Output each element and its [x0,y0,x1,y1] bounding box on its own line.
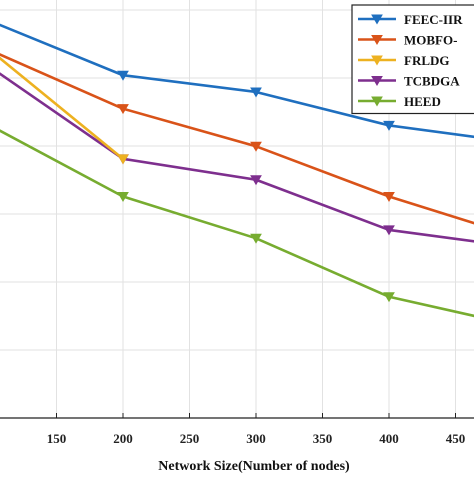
data-point-marker [371,96,383,107]
data-point-marker [383,225,395,236]
legend-item: HEED [358,94,441,109]
data-point-marker [371,14,383,25]
data-point-marker [250,87,262,98]
data-point-marker [117,70,129,81]
x-tick-label: 450 [446,431,466,446]
data-point-marker [250,141,262,152]
data-point-marker [250,175,262,186]
axes: 100150200250300350400450 [0,413,474,446]
series-frldg [0,56,129,165]
data-point-marker [383,292,395,303]
data-point-marker [371,35,383,45]
x-tick-label: 250 [180,431,200,446]
x-axis-title: Network Size(Number of nodes) [158,459,350,474]
x-tick-label: 300 [246,431,266,446]
legend-item: FRLDG [358,53,450,68]
data-point-marker [383,120,395,131]
data-point-marker [117,104,129,115]
series-feec-iir [0,23,474,139]
legend-item: MOBFO- [358,33,457,48]
data-point-marker [371,55,383,66]
series-heed [0,129,474,318]
legend-label: TCBDGA [404,74,460,89]
legend-label: FRLDG [404,53,450,68]
data-point-marker [371,76,383,86]
x-tick-label: 400 [379,431,399,446]
x-tick-label: 150 [47,431,67,446]
series-mobfo [0,53,474,225]
legend-label: FEEC-IIR [404,12,463,27]
x-tick-label: 200 [113,431,133,446]
x-tick-label: 350 [313,431,333,446]
data-point-marker [117,154,129,165]
legend-item: TCBDGA [358,74,460,89]
legend-label: HEED [404,94,441,109]
data-point-marker [383,191,395,202]
data-point-marker [117,191,129,202]
data-point-marker [250,233,262,244]
legend-label: MOBFO- [404,33,457,48]
series-group [0,23,474,318]
series-line [0,56,124,160]
legend-item: FEEC-IIR [358,12,463,27]
legend: FEEC-IIR MOBFO- FRLDG TCBDGA HEED [351,4,474,115]
